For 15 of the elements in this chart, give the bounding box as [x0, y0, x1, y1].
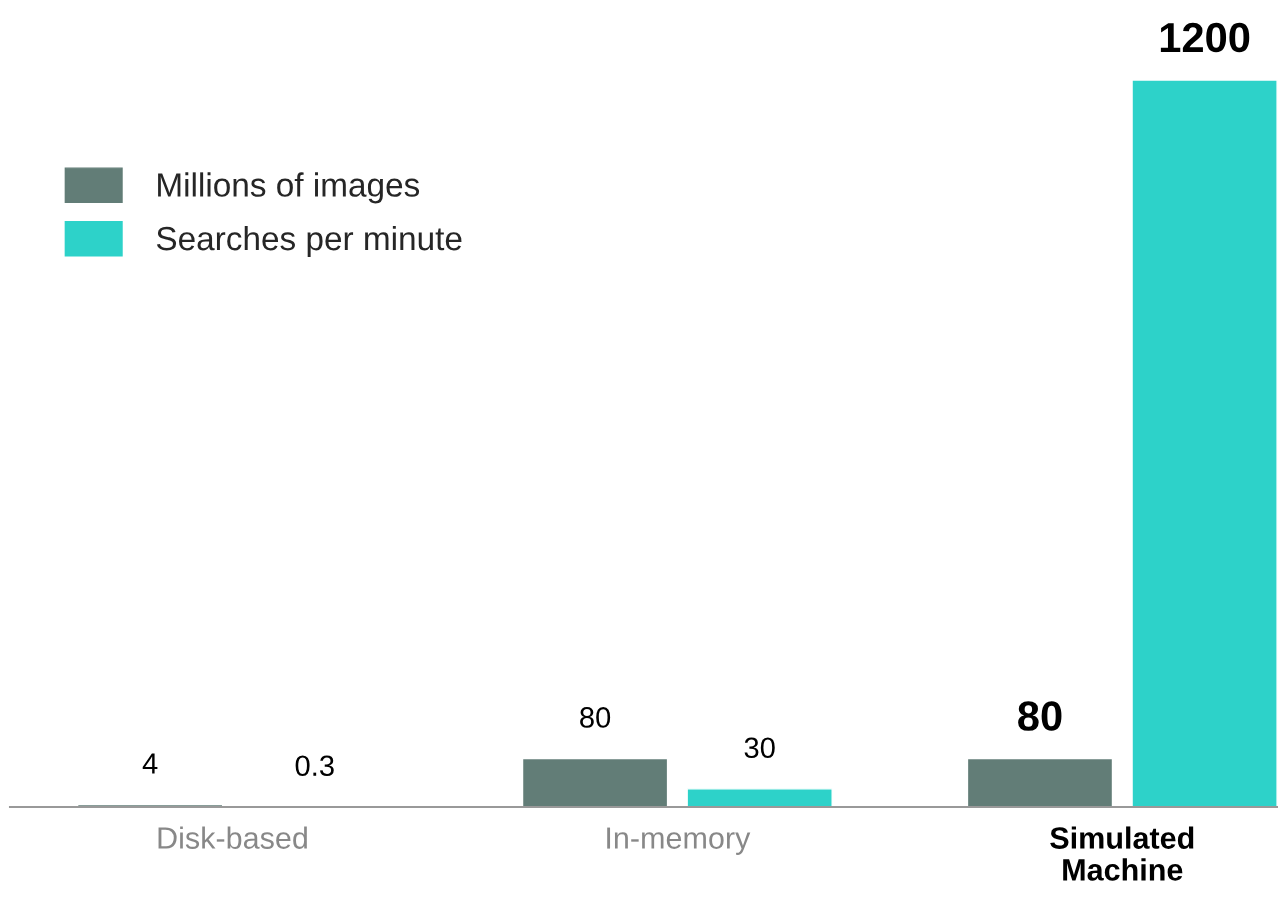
- data-label: 80: [1018, 701, 1062, 731]
- bar: [686, 788, 833, 807]
- legend-label: Searches per minute: [156, 225, 462, 257]
- data-label: 30: [744, 737, 775, 759]
- data-label: 0.3: [295, 755, 334, 777]
- bar: [966, 757, 1114, 807]
- legend-label: Millions of images: [158, 172, 420, 204]
- data-label: 1200: [1160, 22, 1250, 53]
- bar: [521, 757, 669, 807]
- x-tick-label: Simulated Machine: [1050, 826, 1194, 881]
- data-label: 80: [580, 707, 611, 728]
- data-label: 4: [142, 753, 158, 774]
- x-tick-label: In-memory: [607, 827, 751, 855]
- x-tick-label: Disk-based: [158, 826, 307, 849]
- bar: [1131, 80, 1278, 807]
